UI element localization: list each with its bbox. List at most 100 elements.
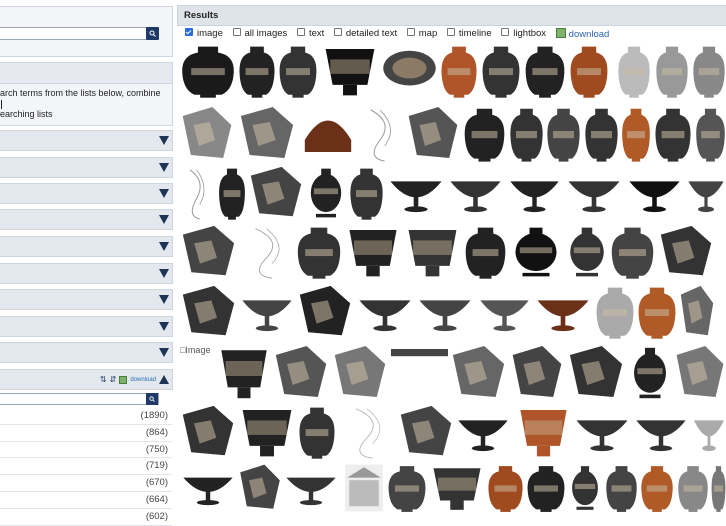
result-thumbnail[interactable] bbox=[180, 223, 237, 281]
result-thumbnail[interactable] bbox=[610, 223, 655, 281]
facet-value-row[interactable]: (750) bbox=[0, 442, 172, 459]
checkbox-icon[interactable] bbox=[406, 28, 415, 36]
result-thumbnail[interactable] bbox=[509, 104, 544, 164]
result-thumbnail[interactable] bbox=[640, 462, 674, 512]
result-thumbnail[interactable] bbox=[416, 283, 474, 341]
result-thumbnail[interactable] bbox=[481, 42, 521, 100]
result-thumbnail[interactable] bbox=[239, 223, 294, 281]
result-thumbnail[interactable] bbox=[218, 164, 246, 222]
result-thumbnail[interactable] bbox=[507, 164, 562, 222]
result-thumbnail[interactable] bbox=[526, 462, 566, 512]
result-thumbnail[interactable] bbox=[637, 283, 677, 341]
result-thumbnail[interactable] bbox=[617, 42, 651, 100]
result-thumbnail[interactable] bbox=[180, 462, 236, 512]
result-thumbnail[interactable] bbox=[534, 283, 592, 341]
result-thumbnail[interactable] bbox=[626, 164, 683, 222]
facet-search-input[interactable] bbox=[0, 393, 159, 405]
chevron-down-icon[interactable] bbox=[159, 189, 169, 198]
result-thumbnail[interactable] bbox=[343, 462, 385, 512]
facet-4[interactable] bbox=[0, 209, 173, 230]
result-thumbnail[interactable] bbox=[299, 104, 357, 164]
facet-value-row[interactable]: (664) bbox=[0, 492, 172, 509]
chevron-down-icon[interactable] bbox=[159, 163, 169, 172]
option-detailed-text[interactable]: detailed text bbox=[333, 28, 397, 39]
result-thumbnail[interactable] bbox=[387, 462, 427, 512]
sort-count-icon[interactable]: ⇵ bbox=[109, 375, 117, 384]
result-thumbnail[interactable] bbox=[605, 462, 638, 512]
result-thumbnail[interactable] bbox=[573, 403, 631, 461]
facet-search-button[interactable] bbox=[146, 393, 158, 405]
facet-2[interactable] bbox=[0, 157, 173, 178]
result-thumbnail[interactable] bbox=[450, 343, 507, 403]
facet-1[interactable] bbox=[0, 130, 173, 151]
result-thumbnail[interactable] bbox=[464, 223, 507, 281]
result-thumbnail[interactable] bbox=[238, 462, 282, 512]
result-thumbnail[interactable] bbox=[595, 283, 635, 341]
result-thumbnail[interactable] bbox=[567, 343, 625, 403]
result-thumbnail[interactable] bbox=[398, 403, 454, 461]
result-thumbnail[interactable] bbox=[692, 42, 726, 100]
facet-5[interactable] bbox=[0, 236, 173, 257]
result-thumbnail[interactable] bbox=[349, 164, 384, 222]
result-thumbnail[interactable] bbox=[692, 403, 726, 461]
checkbox-icon[interactable] bbox=[296, 28, 305, 36]
result-thumbnail[interactable] bbox=[569, 42, 609, 100]
chevron-down-icon[interactable] bbox=[159, 348, 169, 357]
result-thumbnail[interactable] bbox=[180, 283, 237, 341]
option-map[interactable]: map bbox=[406, 28, 437, 39]
sort-alpha-icon[interactable]: ⇅ bbox=[99, 375, 107, 384]
result-thumbnail[interactable] bbox=[658, 223, 714, 281]
result-thumbnail[interactable] bbox=[711, 462, 726, 512]
facet-value-row[interactable]: (602) bbox=[0, 509, 172, 526]
result-thumbnail[interactable] bbox=[239, 283, 295, 341]
result-thumbnail[interactable] bbox=[679, 283, 715, 341]
result-thumbnail[interactable] bbox=[487, 462, 524, 512]
download-icon[interactable] bbox=[119, 375, 128, 384]
result-thumbnail[interactable] bbox=[404, 223, 461, 281]
facet-3[interactable] bbox=[0, 183, 173, 204]
result-thumbnail[interactable] bbox=[273, 343, 329, 403]
option-all-images[interactable]: all images bbox=[232, 28, 287, 39]
result-thumbnail[interactable] bbox=[565, 164, 623, 222]
result-thumbnail[interactable] bbox=[248, 164, 304, 222]
chevron-down-icon[interactable] bbox=[159, 322, 169, 331]
result-thumbnail[interactable] bbox=[524, 42, 566, 100]
checkbox-icon[interactable] bbox=[446, 28, 455, 36]
result-thumbnail[interactable] bbox=[406, 104, 460, 164]
checkbox-checked-icon[interactable] bbox=[185, 28, 193, 36]
result-thumbnail[interactable] bbox=[509, 223, 563, 281]
facet-value-row[interactable]: (864) bbox=[0, 425, 172, 442]
facet-6[interactable] bbox=[0, 263, 173, 284]
chevron-down-icon[interactable] bbox=[159, 295, 169, 304]
result-thumbnail[interactable] bbox=[306, 164, 346, 222]
chevron-down-icon[interactable] bbox=[159, 215, 169, 224]
result-thumbnail[interactable] bbox=[510, 343, 564, 403]
result-thumbnail[interactable] bbox=[568, 462, 602, 512]
facet-value-row[interactable]: (1890) bbox=[0, 408, 172, 425]
result-thumbnail[interactable] bbox=[332, 343, 388, 403]
result-thumbnail[interactable] bbox=[238, 403, 296, 461]
result-thumbnail[interactable] bbox=[565, 223, 609, 281]
result-thumbnail[interactable] bbox=[584, 104, 619, 164]
result-thumbnail[interactable] bbox=[686, 164, 726, 222]
checkbox-icon[interactable] bbox=[333, 28, 342, 36]
facet-value-row[interactable]: (670) bbox=[0, 475, 172, 492]
search-input[interactable] bbox=[0, 27, 147, 40]
search-button[interactable] bbox=[146, 27, 159, 40]
result-thumbnail[interactable] bbox=[357, 104, 403, 164]
result-thumbnail[interactable] bbox=[516, 403, 571, 461]
result-thumbnail[interactable] bbox=[447, 164, 504, 222]
chevron-up-icon[interactable] bbox=[159, 375, 169, 384]
option-lightbox[interactable]: lightbox bbox=[501, 28, 546, 39]
result-thumbnail[interactable] bbox=[429, 462, 485, 512]
download-link[interactable]: download bbox=[555, 28, 609, 40]
result-thumbnail[interactable] bbox=[296, 223, 342, 281]
result-thumbnail[interactable] bbox=[391, 343, 448, 403]
result-thumbnail[interactable] bbox=[387, 164, 445, 222]
result-thumbnail[interactable] bbox=[381, 42, 438, 100]
result-thumbnail[interactable] bbox=[455, 403, 511, 461]
chevron-down-icon[interactable] bbox=[159, 136, 169, 145]
facet-7[interactable] bbox=[0, 289, 173, 310]
result-thumbnail[interactable] bbox=[297, 283, 353, 341]
option-text[interactable]: text bbox=[296, 28, 324, 39]
